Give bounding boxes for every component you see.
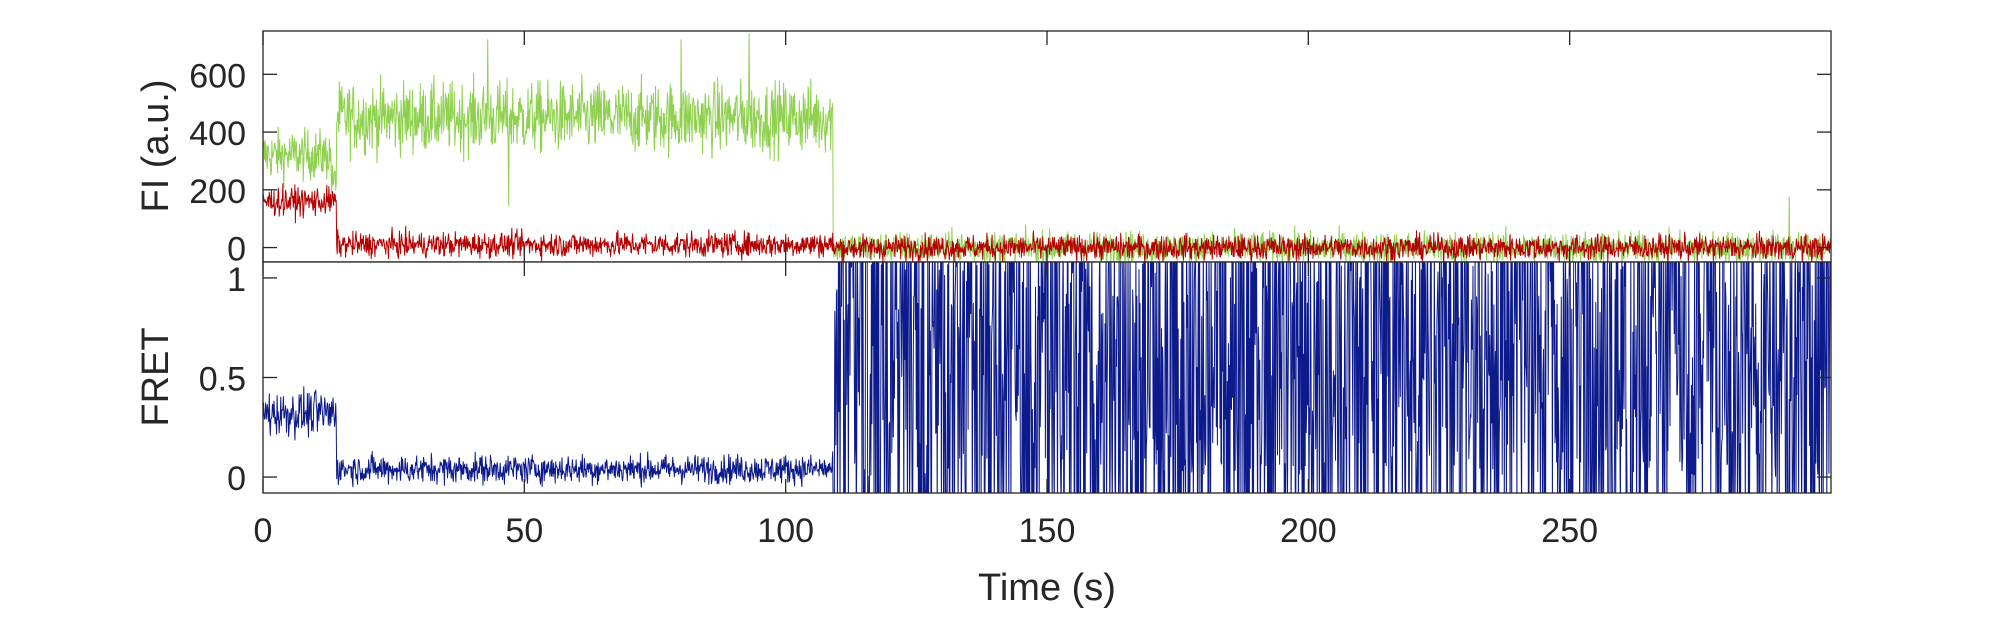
fluorescence-y-axis-label: FI (a.u.): [135, 79, 177, 212]
x-tick-label: 150: [1019, 512, 1076, 550]
fret-y-axis-label: FRET: [135, 327, 177, 426]
fret-series-line: [263, 262, 1831, 493]
x-tick-label: 50: [505, 512, 543, 550]
fret-panel: 0 0.5 1 0 50 100 150 200 250 FRET Time (s): [135, 261, 1832, 609]
y-tick-label: 1: [227, 261, 246, 299]
x-tick-label: 0: [254, 512, 273, 550]
y-tick-label: 200: [189, 173, 246, 211]
time-x-axis-label: Time (s): [978, 567, 1116, 609]
x-tick-label: 250: [1541, 512, 1598, 550]
x-tick-label: 100: [757, 512, 814, 550]
y-tick-label: 0: [227, 460, 246, 498]
y-tick-label: 0: [227, 231, 246, 269]
y-tick-label: 600: [189, 57, 246, 95]
fluorescence-panel: 0 200 400 600 FI (a.u.): [135, 30, 1832, 269]
fluorescence-plot-area: [263, 31, 1831, 262]
y-tick-label: 400: [189, 115, 246, 153]
y-tick-label: 0.5: [199, 361, 246, 399]
x-tick-label: 200: [1280, 512, 1337, 550]
